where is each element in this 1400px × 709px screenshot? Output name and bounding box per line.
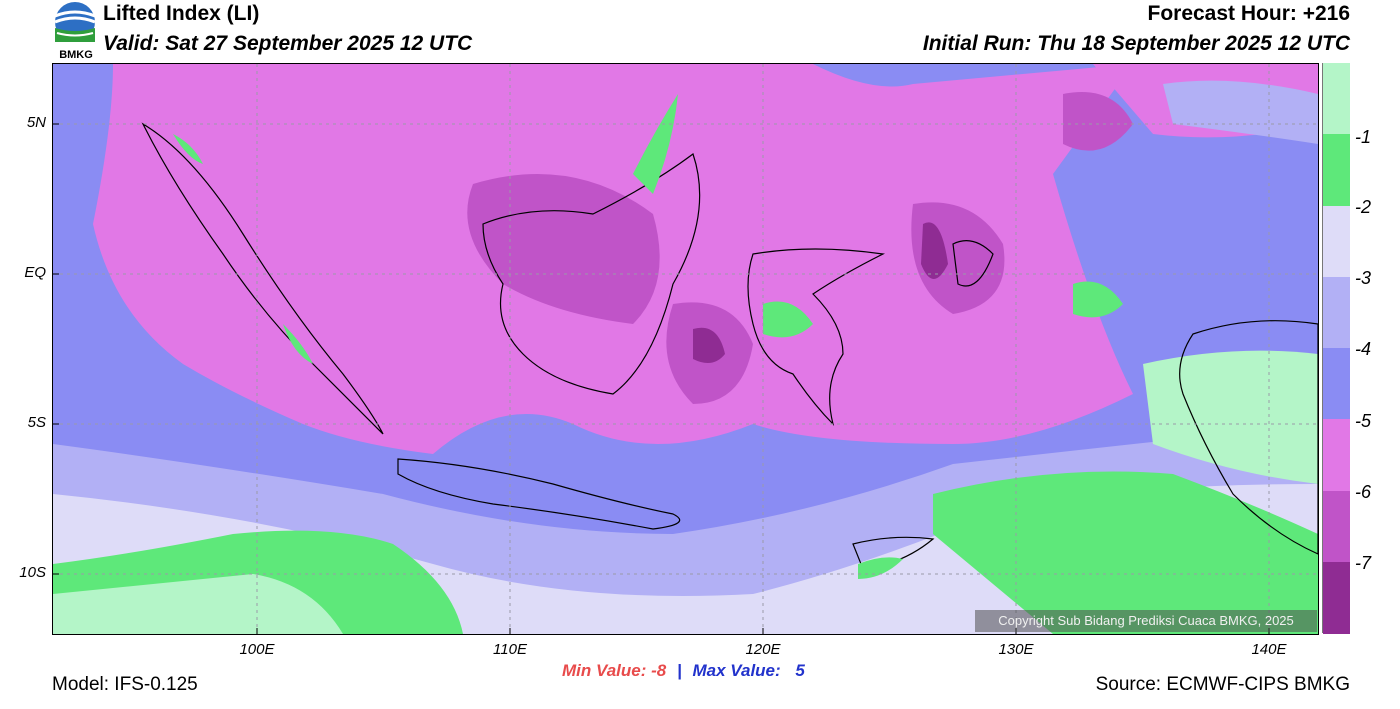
colorbar-label-6: -6: [1355, 482, 1372, 502]
lon-label-140e: 140E: [1251, 641, 1287, 658]
coastlines: [141, 122, 1318, 570]
colorbar-segment: [1323, 276, 1350, 349]
colorbar-segment: [1323, 348, 1350, 420]
copyright-note: Copyright Sub Bidang Prediksi Cuaca BMKG…: [975, 610, 1317, 632]
halmahera-outline: [952, 240, 994, 287]
colorbar-label-3: -3: [1355, 268, 1372, 288]
magenta-core-borneo: [467, 174, 660, 324]
colorbar-label-7: -7: [1355, 553, 1372, 573]
lat-label-eq: EQ: [24, 264, 46, 281]
initial-run: Initial Run: Thu 18 September 2025 12 UT…: [922, 32, 1350, 55]
colorbar-segment: [1323, 490, 1350, 563]
sumatra-outline: [141, 122, 384, 435]
colorbar-segment: [1323, 134, 1350, 207]
northeast-band: [1163, 80, 1318, 144]
model-info: Model: IFS-0.125: [52, 674, 198, 695]
papua-outline: [1179, 320, 1318, 555]
purple-core-1: [693, 327, 725, 363]
lat-label-5n: 5N: [26, 114, 46, 131]
lifted-index-map: [52, 63, 1319, 635]
lightgreen-region-papua: [1143, 350, 1318, 484]
lon-label-110e: 110E: [493, 641, 527, 658]
max-label: Max Value:: [692, 661, 781, 680]
lon-label-100e: 100E: [239, 641, 275, 658]
stats-separator: |: [676, 661, 682, 680]
colorbar-label-1: -1: [1355, 127, 1372, 147]
min-value: -8: [651, 661, 667, 680]
forecast-hour: Forecast Hour: +216: [1147, 2, 1351, 25]
lat-label-5s: 5S: [27, 414, 46, 431]
colorbar-segment: [1323, 205, 1350, 278]
chart-title: Lifted Index (LI): [103, 2, 260, 25]
lightgreen-region-sw: [53, 574, 343, 634]
min-max-values: Min Value: -8 | Max Value: 5: [562, 661, 805, 681]
logo-text: BMKG: [59, 49, 93, 61]
map-canvas: [53, 64, 1318, 634]
colorbar-label-4: -4: [1355, 339, 1372, 359]
colorbar-segment: [1323, 561, 1350, 634]
bmkg-logo-icon: [54, 2, 96, 42]
purple-core-2: [921, 222, 948, 279]
lon-label-130e: 130E: [998, 641, 1034, 658]
colorbar-segment: [1323, 63, 1350, 135]
colorbar-label-5: -5: [1355, 411, 1372, 431]
colorbar: [1322, 63, 1350, 634]
green-region-arafura: [933, 471, 1318, 634]
colorbar-segment: [1323, 419, 1350, 492]
bmkg-logo: [52, 0, 98, 60]
max-value: 5: [795, 661, 805, 680]
mountain-highlights: [173, 94, 1123, 579]
lat-label-10s: 10S: [19, 564, 46, 581]
lon-label-120e: 120E: [745, 641, 781, 658]
borneo-outline: [482, 153, 701, 395]
source-info: Source: ECMWF-CIPS BMKG: [1095, 674, 1350, 695]
min-label: Min Value:: [562, 661, 647, 680]
java-outline: [397, 458, 681, 530]
graticule: [53, 64, 1318, 634]
magenta-core-pacific: [1063, 92, 1133, 151]
sulawesi-outline: [747, 248, 885, 426]
valid-time: Valid: Sat 27 September 2025 12 UTC: [103, 32, 473, 55]
colorbar-label-2: -2: [1355, 197, 1372, 217]
